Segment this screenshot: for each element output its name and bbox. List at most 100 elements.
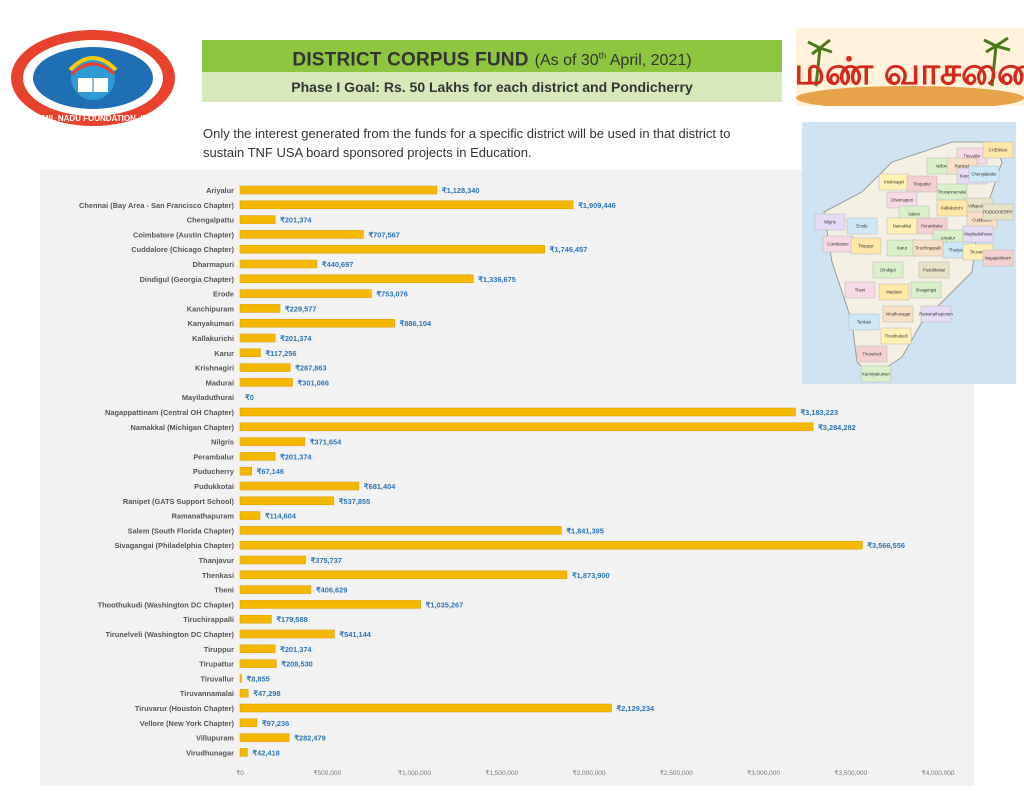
category-label-tiruppur: Tiruppur bbox=[204, 645, 234, 654]
bar-pudukkotai bbox=[239, 481, 360, 491]
category-label-chengalpattu: Chengalpattu bbox=[187, 216, 235, 225]
subtitle-suffix: April, 2021) bbox=[606, 52, 692, 70]
value-label-villupuram: ₹282,479 bbox=[294, 734, 325, 743]
map-district-label: Erode bbox=[856, 224, 868, 229]
subtitle-sup: th bbox=[598, 51, 607, 61]
map-district-label: Namakkal bbox=[893, 224, 912, 229]
page-title: DISTRICT CORPUS FUND bbox=[292, 49, 529, 71]
value-label-tiruppur: ₹201,374 bbox=[280, 645, 312, 654]
category-label-dindigul-georgia-chapter: Dindigul (Georgia Chapter) bbox=[140, 275, 235, 284]
bar-chennai-bay-area-san-francisco-chapter bbox=[239, 200, 574, 210]
value-label-nagappattinam-central-oh-chapter: ₹3,183,223 bbox=[800, 408, 838, 417]
category-label-thenkasi: Thenkasi bbox=[202, 571, 234, 580]
note-line-2: sustain TNF USA board sponsored projects… bbox=[203, 145, 532, 160]
category-label-salem-south-florida-chapter: Salem (South Florida Chapter) bbox=[128, 526, 235, 535]
banner-title-row: DISTRICT CORPUS FUND (As of 30th April, 2… bbox=[202, 40, 782, 72]
bar-ramanathapuram bbox=[239, 511, 261, 520]
category-label-puducherry: Puducherry bbox=[193, 467, 235, 476]
map-district-label: Dindigul bbox=[880, 268, 895, 273]
bar-tiruvarur-houston-chapter bbox=[239, 703, 612, 713]
bar-tiruvannamalai bbox=[239, 688, 249, 698]
map-district-label: Cuddalore bbox=[972, 218, 992, 223]
category-label-krishnagiri: Krishnagiri bbox=[195, 364, 234, 373]
note-text: Only the interest generated from the fun… bbox=[203, 124, 773, 162]
bar-nagappattinam-central-oh-chapter bbox=[239, 407, 796, 417]
map-district-label: Ranipet bbox=[955, 164, 970, 169]
map-district-label: Kallakurichi bbox=[941, 206, 962, 211]
map-district-region bbox=[878, 283, 910, 301]
map-district-region bbox=[846, 217, 878, 235]
x-tick-label: ₹2,500,000 bbox=[660, 769, 693, 777]
value-label-ramanathapuram: ₹114,604 bbox=[265, 512, 297, 521]
bar-madurai bbox=[239, 378, 293, 387]
value-label-vellore-new-york-chapter: ₹97,236 bbox=[262, 719, 289, 728]
category-label-sivagangai-philadelphia-chapter: Sivagangai (Philadelphia Chapter) bbox=[114, 541, 234, 550]
map-district-label: Tiruchirappalli bbox=[915, 246, 941, 251]
map-district-label: Pudukkottai bbox=[923, 268, 945, 273]
map-district-label: Nagapattinam bbox=[985, 256, 1012, 261]
rainbow-arc-inner-icon bbox=[70, 62, 116, 76]
bar-villupuram bbox=[239, 733, 290, 742]
bar-salem-south-florida-chapter bbox=[239, 526, 562, 535]
bar-namakkal-michigan-chapter bbox=[239, 422, 814, 432]
value-label-chengalpattu: ₹201,374 bbox=[280, 216, 312, 225]
map-district-label: Mayiladuthurai bbox=[964, 232, 991, 237]
palm-tree-right-icon bbox=[983, 36, 1011, 87]
bar-ariyalur bbox=[239, 185, 438, 195]
map-district-label: Tiruvarur bbox=[970, 250, 987, 255]
bar-krishnagiri bbox=[239, 363, 291, 372]
value-label-ranipet-gats-support-school: ₹537,855 bbox=[339, 497, 370, 506]
value-label-krishnagiri: ₹287,863 bbox=[295, 364, 326, 373]
value-label-erode: ₹753,076 bbox=[376, 290, 407, 299]
map-district-label: Dharmapuri bbox=[891, 198, 913, 203]
map-district-label: Coimbatore bbox=[827, 242, 849, 247]
value-label-sivagangai-philadelphia-chapter: ₹3,566,556 bbox=[867, 541, 905, 550]
map-district-label: Thanjavur bbox=[949, 248, 968, 253]
value-label-perambalur: ₹201,374 bbox=[280, 452, 312, 461]
bar-vellore-new-york-chapter bbox=[239, 718, 258, 728]
category-label-kanchipuram: Kanchipuram bbox=[187, 304, 235, 313]
x-tick-label: ₹4,000,000 bbox=[921, 769, 954, 777]
bar-kallakurichi bbox=[239, 333, 276, 343]
bar-virudhunagar bbox=[239, 748, 248, 757]
category-label-theni: Theni bbox=[214, 586, 234, 595]
category-label-madurai: Madurai bbox=[206, 378, 234, 387]
map-district-region bbox=[860, 365, 892, 383]
map-district-label: Perambalur bbox=[921, 224, 943, 229]
bar-kanyakumari bbox=[239, 318, 395, 328]
subtitle-prefix: (As of 30 bbox=[534, 52, 599, 70]
map-district-label: Madurai bbox=[886, 290, 901, 295]
map-district-region bbox=[982, 203, 1014, 221]
map-district-region bbox=[920, 305, 952, 323]
map-district-region bbox=[910, 281, 942, 299]
bar-nilgris bbox=[239, 437, 306, 446]
category-label-cuddalore-chicago-chapter: Cuddalore (Chicago Chapter) bbox=[131, 245, 234, 254]
category-label-tiruvarur-houston-chapter: Tiruvarur (Houston Chapter) bbox=[135, 704, 235, 713]
bar-perambalur bbox=[239, 452, 276, 461]
map-district-label: Tirupattur bbox=[913, 182, 931, 187]
value-label-cuddalore-chicago-chapter: ₹1,746,457 bbox=[550, 245, 588, 254]
value-label-tirupattur: ₹208,530 bbox=[281, 660, 312, 669]
map-district-label: Ramanathapuram bbox=[919, 312, 953, 317]
category-label-nagappattinam-central-oh-chapter: Nagappattinam (Central OH Chapter) bbox=[105, 408, 234, 417]
bar-tiruvallur bbox=[239, 674, 242, 683]
logo-ground bbox=[796, 86, 1024, 106]
x-tick-label: ₹1,500,000 bbox=[485, 769, 518, 777]
map-district-region bbox=[968, 165, 1000, 183]
x-tick-label: ₹1,000,000 bbox=[398, 769, 431, 777]
map-district-label: Krishnagiri bbox=[884, 180, 904, 185]
goal-text: Phase I Goal: Rs. 50 Lakhs for each dist… bbox=[202, 72, 782, 102]
map-district-label: Theni bbox=[855, 288, 866, 293]
value-label-thoothukudi-washington-dc-chapter: ₹1,035,267 bbox=[426, 600, 464, 609]
value-label-pudukkotai: ₹681,404 bbox=[364, 482, 396, 491]
map-district-label: Salem bbox=[908, 212, 920, 217]
value-label-dharmapuri: ₹440,697 bbox=[322, 260, 353, 269]
value-label-theni: ₹406,629 bbox=[316, 586, 347, 595]
bar-erode bbox=[239, 289, 372, 298]
value-label-tiruvannamalai: ₹47,298 bbox=[253, 689, 280, 698]
bar-coimbatore-austin-chapter bbox=[239, 230, 364, 239]
category-label-vellore-new-york-chapter: Vellore (New York Chapter) bbox=[140, 719, 235, 728]
category-label-pudukkotai: Pudukkotai bbox=[194, 482, 234, 491]
value-label-thenkasi: ₹1,873,900 bbox=[572, 571, 610, 580]
man-vasanai-logo: மண் வாசனை bbox=[796, 28, 1024, 106]
